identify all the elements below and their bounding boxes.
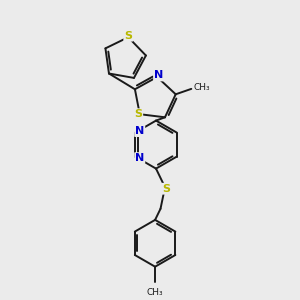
Text: S: S	[124, 31, 132, 41]
Text: S: S	[134, 109, 142, 119]
Text: N: N	[135, 126, 144, 136]
Text: CH₃: CH₃	[194, 83, 210, 92]
Text: N: N	[135, 153, 144, 163]
Text: S: S	[163, 184, 170, 194]
Text: N: N	[154, 70, 163, 80]
Text: CH₃: CH₃	[147, 288, 164, 297]
